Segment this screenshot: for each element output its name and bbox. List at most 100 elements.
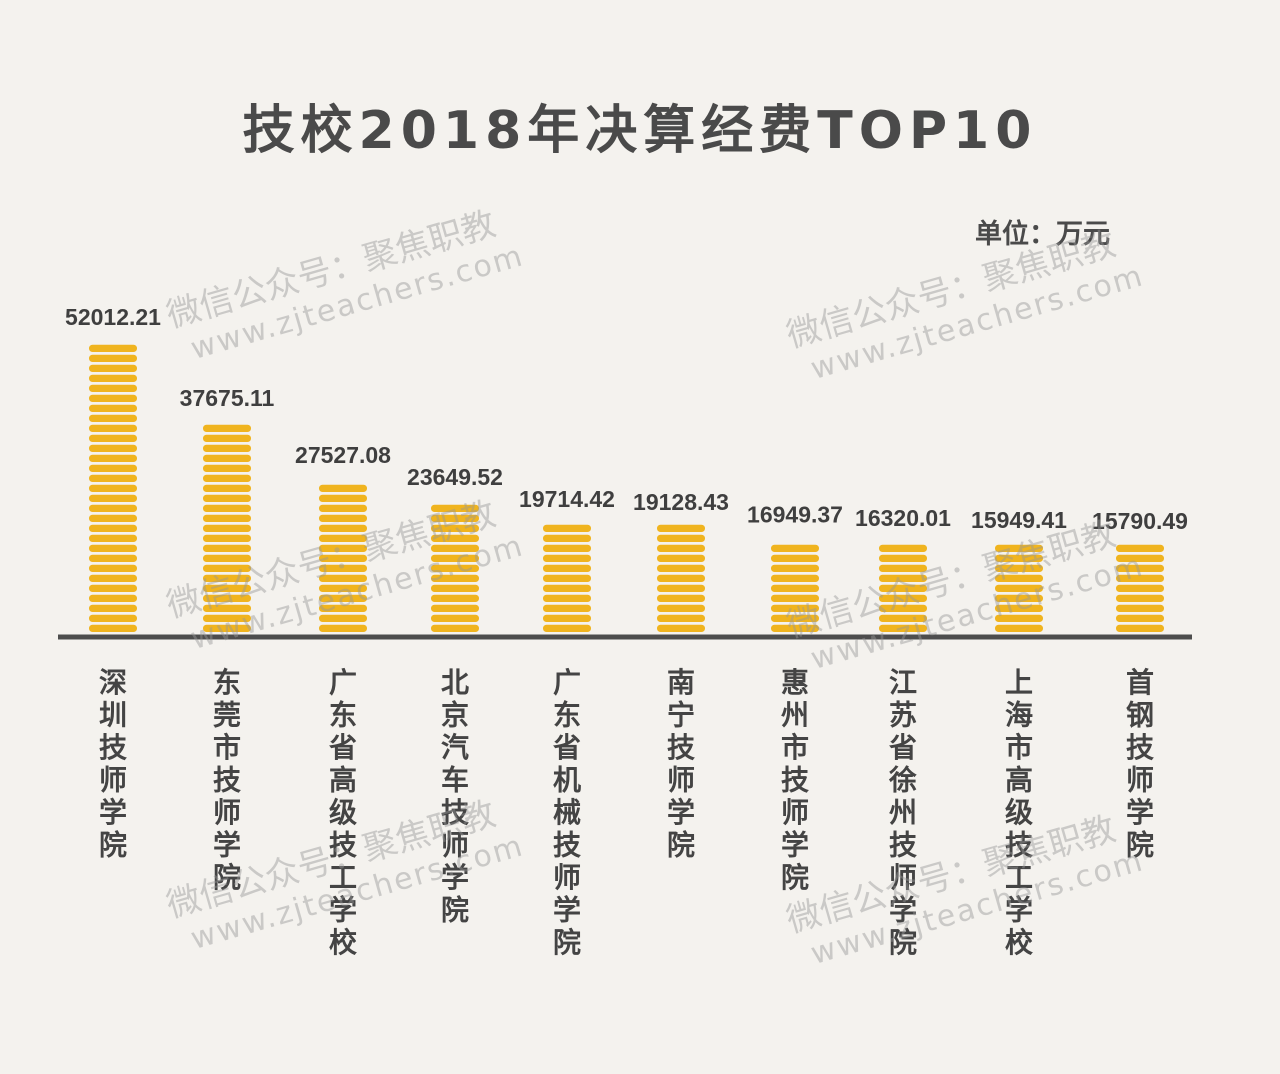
bar-segment	[431, 524, 479, 532]
bar-segment	[319, 624, 367, 632]
category-label-char: 高	[1005, 764, 1033, 797]
bar-segment	[89, 584, 137, 592]
bar-segment	[657, 534, 705, 542]
value-label: 37675.11	[180, 385, 275, 411]
category-label-char: 钢	[1126, 699, 1154, 732]
category-label-char: 学	[1126, 796, 1154, 829]
category-label-char: 师	[781, 796, 809, 829]
bar-segment	[89, 374, 137, 382]
bar-segment	[879, 594, 927, 602]
bar-segment	[543, 564, 591, 572]
bar-segment	[771, 544, 819, 552]
bar-segment	[89, 514, 137, 522]
bar-segment	[543, 604, 591, 612]
bar-segment	[1116, 564, 1164, 572]
value-label: 23649.52	[407, 464, 503, 490]
category-label-char: 学	[441, 861, 469, 894]
bar-segment	[319, 614, 367, 622]
bar-segment	[203, 434, 251, 442]
bar-segment	[89, 564, 137, 572]
bar-segment	[771, 574, 819, 582]
bar-segment	[89, 554, 137, 562]
category-label-char: 广	[553, 666, 581, 699]
bar-segment	[879, 554, 927, 562]
category-label-char: 市	[213, 731, 241, 764]
bar-segment	[431, 614, 479, 622]
bar-segment	[995, 604, 1043, 612]
bar-segment	[89, 384, 137, 392]
category-label-char: 院	[889, 926, 917, 959]
category-label-char: 院	[667, 829, 695, 862]
bar-segment	[203, 424, 251, 432]
bar-segment	[995, 594, 1043, 602]
bars-layer	[89, 344, 1164, 632]
bar-segment	[319, 524, 367, 532]
bar-segment	[1116, 584, 1164, 592]
bar-segment	[89, 594, 137, 602]
category-label-char: 院	[781, 861, 809, 894]
category-label-char: 圳	[99, 699, 127, 732]
bar	[771, 544, 819, 632]
bar-segment	[319, 604, 367, 612]
bar-segment	[995, 544, 1043, 552]
category-label-char: 学	[99, 796, 127, 829]
bar-segment	[319, 534, 367, 542]
bar-segment	[319, 564, 367, 572]
bar-segment	[89, 464, 137, 472]
bar-segment	[657, 584, 705, 592]
category-label-char: 院	[553, 926, 581, 959]
bar-segment	[203, 484, 251, 492]
bar-segment	[89, 524, 137, 532]
bar-segment	[89, 624, 137, 632]
bar-segment	[771, 554, 819, 562]
bar-segment	[89, 614, 137, 622]
chart-title: 技校2018年决算经费TOP10	[242, 101, 1038, 161]
bar-segment	[771, 584, 819, 592]
category-label-char: 学	[329, 894, 357, 927]
bar-segment	[431, 504, 479, 512]
bar-segment	[543, 594, 591, 602]
category-label-char: 技	[1005, 829, 1033, 862]
value-label: 52012.21	[65, 304, 161, 330]
category-label-char: 莞	[213, 699, 241, 732]
category-label-char: 级	[329, 796, 357, 829]
bar-segment	[543, 624, 591, 632]
bar-segment	[771, 594, 819, 602]
bar-segment	[319, 514, 367, 522]
bar-segment	[89, 534, 137, 542]
value-label: 27527.08	[295, 442, 391, 468]
bar-segment	[89, 574, 137, 582]
bar-segment	[203, 614, 251, 622]
bar-segment	[1116, 544, 1164, 552]
category-label-char: 院	[99, 829, 127, 862]
category-label-char: 京	[441, 699, 469, 732]
category-label-char: 院	[1126, 829, 1154, 862]
bar-segment	[995, 624, 1043, 632]
bar-segment	[89, 424, 137, 432]
category-label-char: 市	[781, 731, 809, 764]
bar-segment	[995, 564, 1043, 572]
category-label-char: 学	[1005, 894, 1033, 927]
bar-segment	[89, 364, 137, 372]
bar-segment	[89, 344, 137, 352]
category-label-char: 校	[1005, 926, 1034, 959]
bar-segment	[771, 624, 819, 632]
category-label-char: 海	[1005, 699, 1033, 732]
bar-segment	[879, 624, 927, 632]
category-label-char: 技	[441, 796, 469, 829]
bar-segment	[879, 564, 927, 572]
category-label-char: 学	[781, 829, 809, 862]
bar-segment	[657, 614, 705, 622]
category-label-char: 师	[667, 764, 695, 797]
bar-segment	[89, 434, 137, 442]
bar-segment	[203, 454, 251, 462]
bar-segment	[319, 554, 367, 562]
category-label-char: 师	[1126, 764, 1154, 797]
bar-segment	[771, 614, 819, 622]
bar-segment	[203, 544, 251, 552]
bar	[1116, 544, 1164, 632]
bar-segment	[657, 594, 705, 602]
